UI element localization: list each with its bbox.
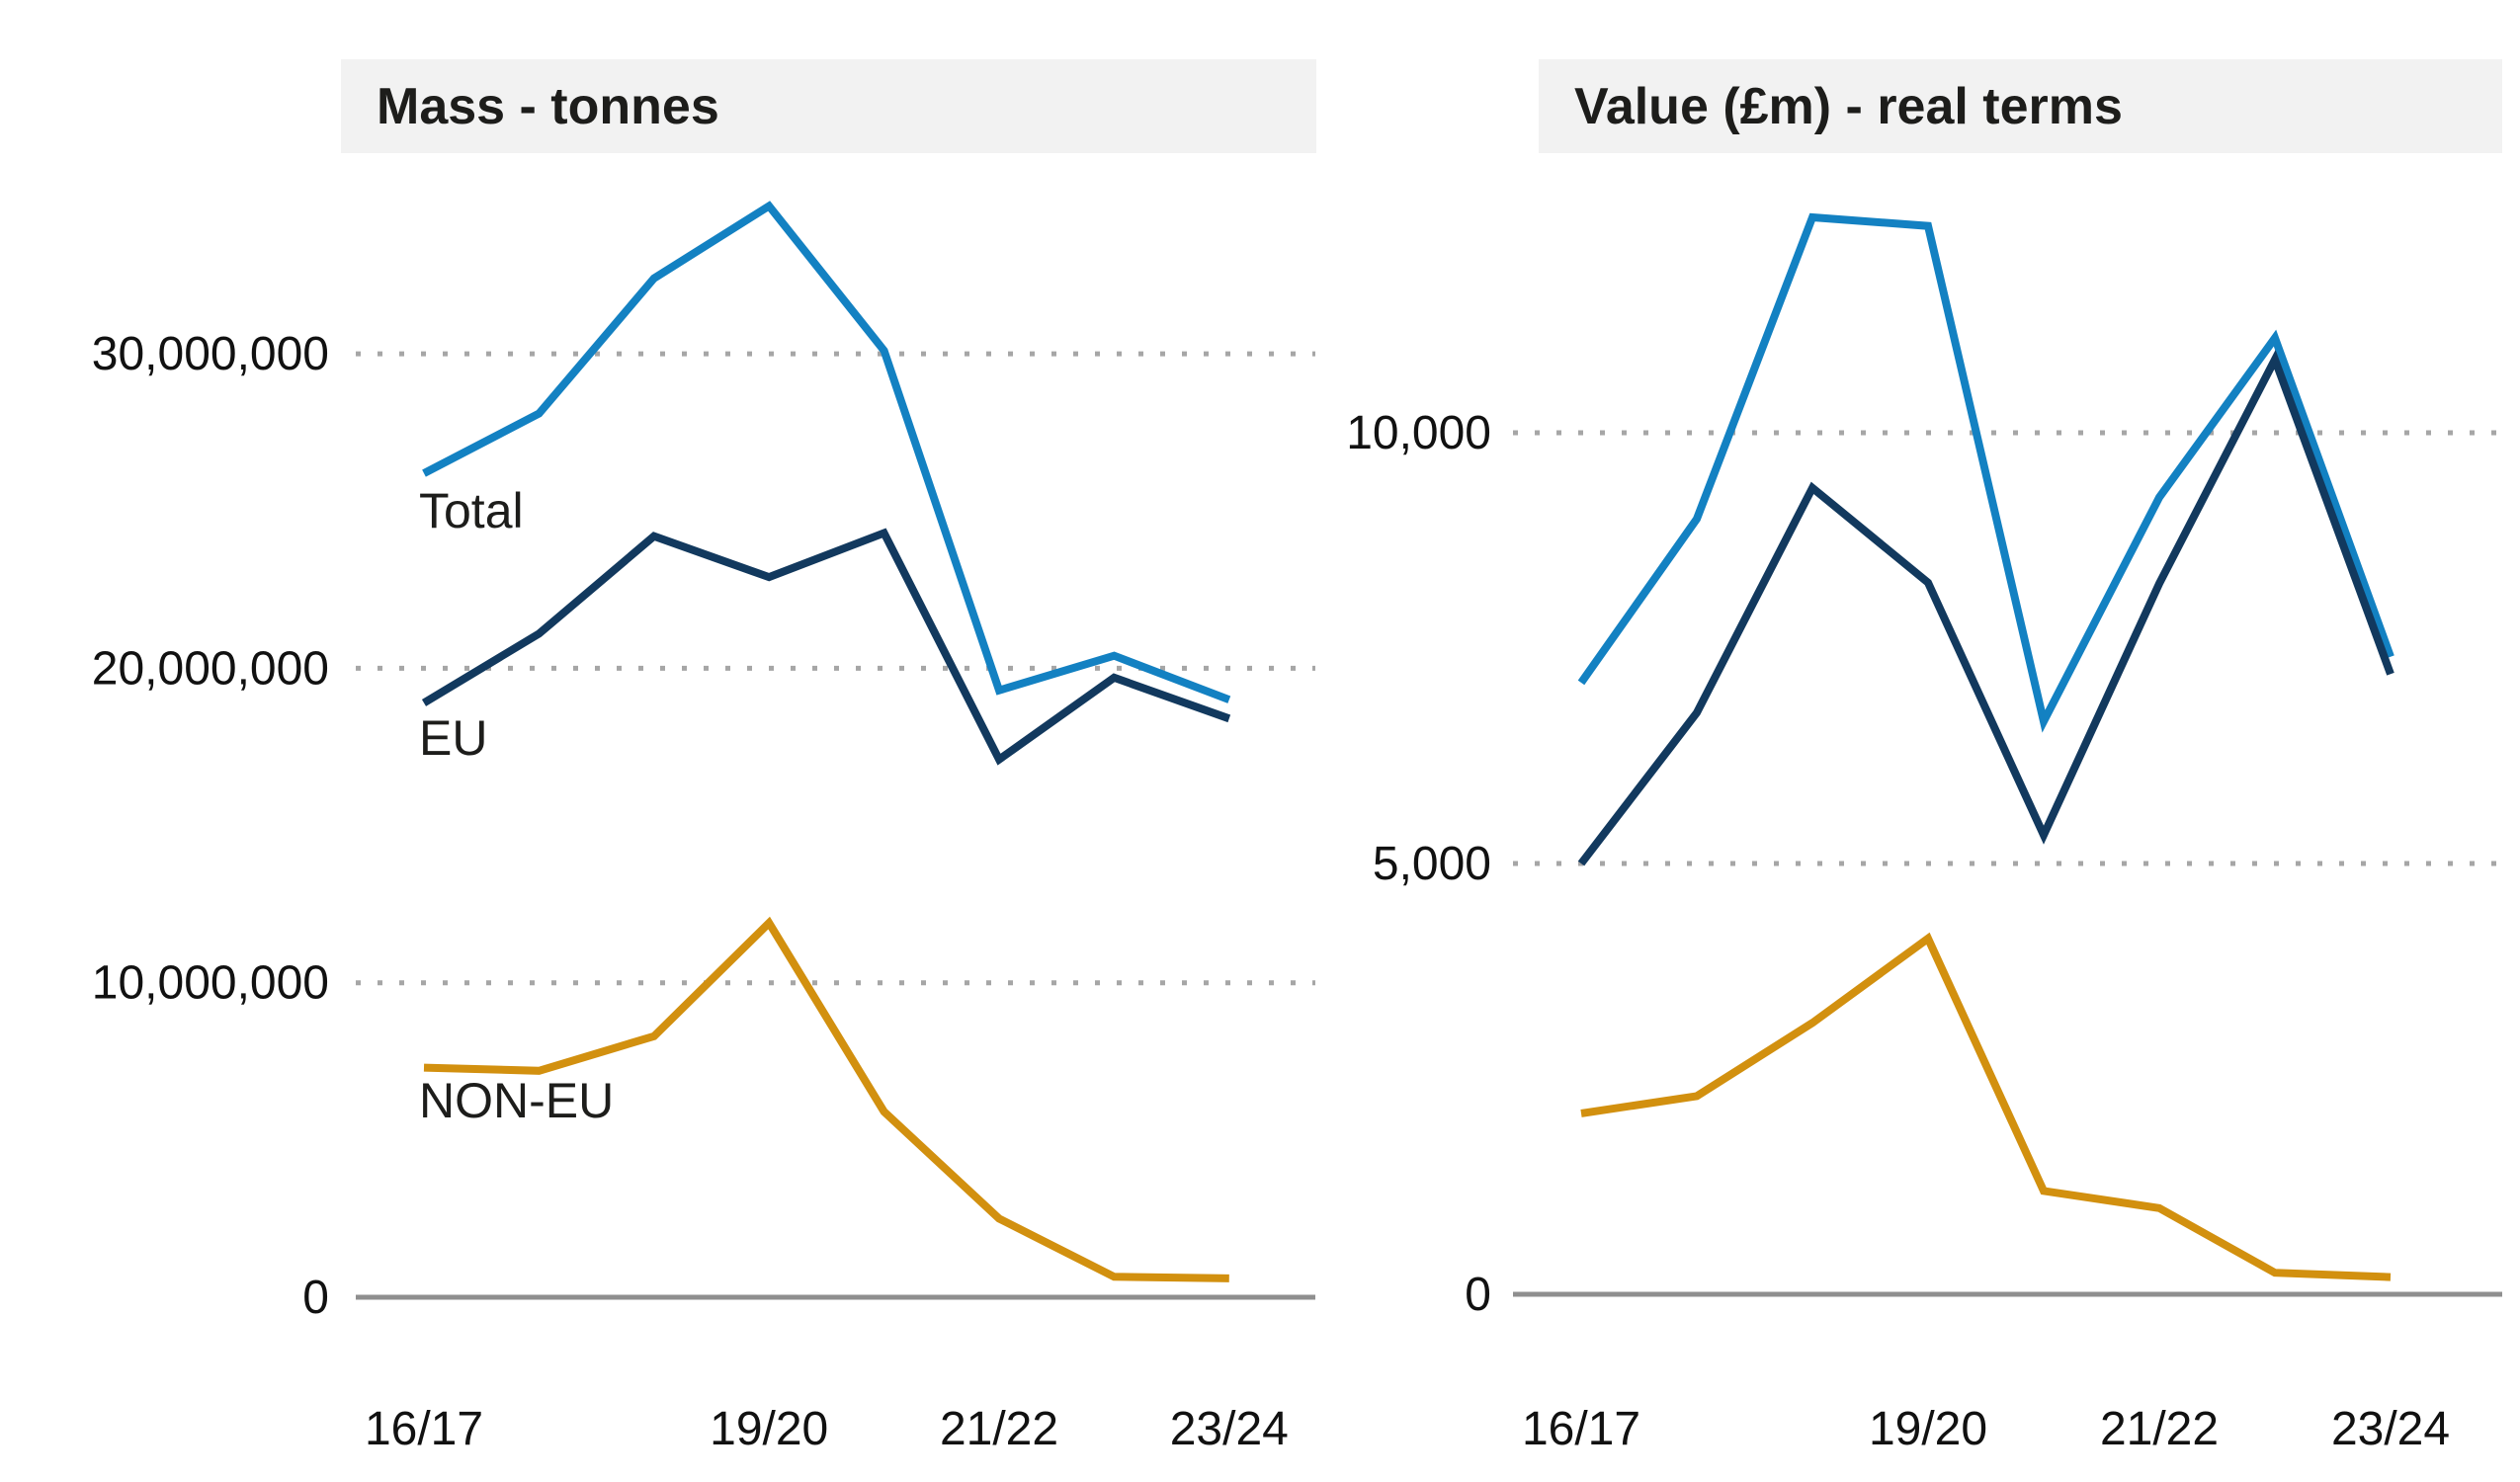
y-tick-label-10,000,000: 10,000,000 <box>92 957 329 1010</box>
series-line-non-eu <box>1580 932 2392 1281</box>
x-tick-label-23-24: 23/24 <box>1170 1403 1289 1455</box>
y-tick-label-0: 0 <box>1465 1269 1491 1321</box>
x-tick-label-23-24: 23/24 <box>2331 1403 2450 1455</box>
series-line-eu <box>421 528 1231 766</box>
series-line-total <box>1577 212 2394 733</box>
x-tick-label-16-17: 16/17 <box>1522 1403 1640 1455</box>
series-label-eu: EU <box>419 710 487 766</box>
mass-chart-plot: 0 10,000,000 20,000,000 30,000,000 16/17 19/2… <box>92 201 1315 1455</box>
x-tick-label-16-17: 16/17 <box>365 1403 483 1455</box>
x-tick-label-21-22: 21/22 <box>2100 1403 2219 1455</box>
y-tick-label-20,000,000: 20,000,000 <box>92 642 329 695</box>
value-chart-plot: 0 5,000 10,000 16/17 19/20 21/22 23/24 <box>1346 212 2502 1455</box>
y-tick-label-10,000: 10,000 <box>1346 407 1491 459</box>
y-tick-label-0: 0 <box>302 1272 329 1324</box>
mass-chart-title-text: Mass - tonnes <box>377 77 719 135</box>
series-line-eu <box>1577 349 2394 866</box>
series-label-total: Total <box>419 483 524 538</box>
x-tick-label-19-20: 19/20 <box>710 1403 828 1455</box>
value-chart-title-text: Value (£m) - real terms <box>1574 77 2123 135</box>
x-tick-label-19-20: 19/20 <box>1869 1403 1987 1455</box>
series-line-total <box>422 201 1231 703</box>
value-chart-title: Value (£m) - real terms <box>1539 59 2502 153</box>
y-tick-label-5,000: 5,000 <box>1373 838 1491 890</box>
y-tick-label-30,000,000: 30,000,000 <box>92 328 329 380</box>
series-label-non-eu: NON-EU <box>419 1073 614 1128</box>
x-tick-label-21-22: 21/22 <box>940 1403 1058 1455</box>
mass-chart-title: Mass - tonnes <box>341 59 1316 153</box>
series-line-non-eu <box>423 916 1229 1282</box>
